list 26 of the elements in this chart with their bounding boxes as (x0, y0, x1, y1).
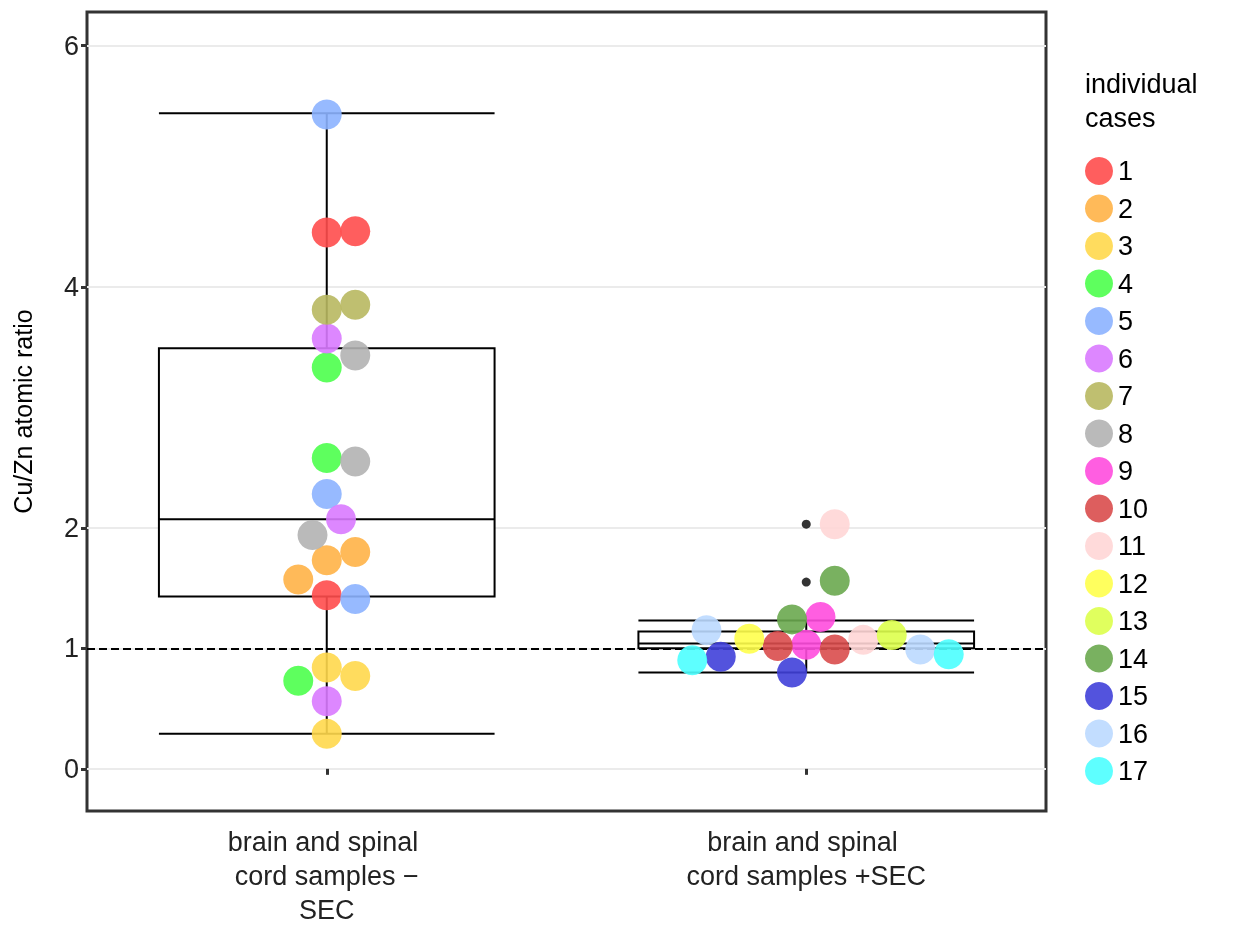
legend-title: individual cases (1085, 69, 1198, 133)
legend-label: 9 (1118, 456, 1134, 486)
legend-label: 1 (1118, 156, 1134, 186)
legend-label: 5 (1118, 306, 1134, 336)
legend-label: 15 (1118, 681, 1149, 711)
y-tick-label: 4 (63, 271, 79, 302)
legend-label: 10 (1118, 493, 1149, 524)
y-axis-title: Cu/Zn atomic ratio (8, 309, 37, 514)
y-tick-label: 6 (63, 30, 79, 61)
y-tick-label: 2 (63, 512, 79, 543)
y-tick-label: 1 (63, 633, 79, 664)
legend-label: 14 (1118, 643, 1149, 674)
x-tick-label: brain and spinal cord samples −SEC (227, 827, 426, 925)
legend-label: 2 (1118, 193, 1134, 224)
legend-label: 8 (1118, 418, 1134, 449)
y-tick-label: 0 (63, 753, 79, 784)
x-tick-label: brain and spinal cord samples +SEC (686, 827, 926, 891)
legend-label: 4 (1118, 268, 1134, 299)
legend-label: 16 (1118, 718, 1149, 749)
legend-label: 6 (1118, 343, 1134, 374)
legend-label: 11 (1118, 531, 1147, 561)
legend-label: 3 (1118, 231, 1134, 261)
legend-label: 7 (1118, 381, 1134, 411)
legend-label: 17 (1118, 756, 1149, 786)
legend-label: 13 (1118, 606, 1149, 636)
legend-label: 12 (1118, 568, 1149, 599)
